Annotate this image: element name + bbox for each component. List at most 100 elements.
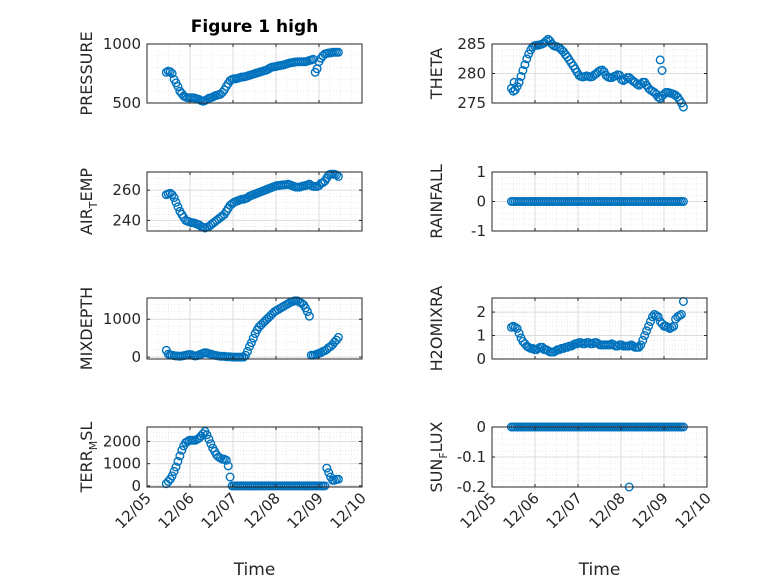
x-tick-label: 12/10 xyxy=(672,489,715,532)
y-tick-label: 0 xyxy=(476,350,486,368)
axes-box xyxy=(146,426,363,488)
axes-box xyxy=(146,297,363,360)
y-tick-label: 1000 xyxy=(103,35,141,53)
data-point xyxy=(514,77,524,87)
data-point xyxy=(225,472,235,482)
x-tick-label: 12/08 xyxy=(241,489,284,532)
y-tick-label: 240 xyxy=(112,211,141,229)
data-point xyxy=(242,346,252,356)
x-tick-label: 12/10 xyxy=(327,489,370,532)
axes-box xyxy=(491,297,708,360)
data-point xyxy=(675,311,685,321)
data-point xyxy=(324,468,334,478)
data-point xyxy=(663,322,673,332)
y-axis-label: THETA xyxy=(427,48,446,100)
data-point xyxy=(173,202,183,212)
data-point xyxy=(169,466,179,476)
y-tick-label: 0 xyxy=(131,477,141,495)
subplot-3: 240 260 AIRTEMP xyxy=(77,168,363,235)
y-tick-label: -0.2 xyxy=(457,478,486,496)
data-point xyxy=(514,328,524,338)
y-tick-label: 1000 xyxy=(103,310,141,328)
data-point xyxy=(331,170,341,180)
data-point xyxy=(520,60,530,70)
y-tick-label: 500 xyxy=(112,94,141,112)
data-point xyxy=(169,193,179,203)
data-point xyxy=(165,67,175,77)
data-point xyxy=(644,321,654,331)
y-tick-label: -1 xyxy=(471,222,486,240)
y-tick-label: -0.1 xyxy=(457,448,486,466)
data-point xyxy=(171,197,181,207)
x-tick-label: 12/09 xyxy=(629,489,672,532)
data-point xyxy=(678,297,688,307)
data-point xyxy=(638,335,648,345)
data-point xyxy=(173,456,183,466)
data-point xyxy=(204,434,214,444)
data-point xyxy=(655,55,665,65)
data-point xyxy=(333,47,343,57)
data-point xyxy=(509,77,519,87)
y-tick-label: 1000 xyxy=(103,455,141,473)
data-point xyxy=(516,71,526,81)
data-point xyxy=(555,345,565,355)
subplot-2: 275 280 285 THETA xyxy=(427,34,708,112)
x-tick-label: 12/07 xyxy=(543,489,586,532)
data-point xyxy=(653,312,663,322)
data-point xyxy=(678,196,688,206)
data-point xyxy=(551,346,561,356)
y-axis-label: SUNFLUX xyxy=(427,421,450,492)
x-tick-label: 12/06 xyxy=(155,489,198,532)
data-point xyxy=(640,331,650,341)
data-point xyxy=(206,439,216,449)
data-point xyxy=(518,65,528,75)
data-point xyxy=(322,463,332,473)
data-point xyxy=(657,65,667,75)
subplot-6: 0 1 2 H2OMIXRA xyxy=(427,286,708,372)
data-point xyxy=(647,312,657,322)
y-tick-label: 1 xyxy=(476,163,486,181)
data-point xyxy=(246,338,256,348)
data-point xyxy=(304,311,314,321)
data-point xyxy=(333,474,343,484)
data-point xyxy=(173,81,183,91)
data-point xyxy=(676,309,686,319)
data-point xyxy=(198,429,208,439)
x-tick-label: 12/07 xyxy=(198,489,241,532)
y-axis-label: MIXDEPTH xyxy=(77,287,96,370)
data-point xyxy=(512,324,522,334)
data-point xyxy=(171,462,181,472)
y-axis-label: H2OMIXRA xyxy=(427,286,446,372)
y-tick-label: 2000 xyxy=(103,432,141,450)
data-point xyxy=(642,326,652,336)
data-point xyxy=(333,332,343,342)
data-point xyxy=(177,445,187,455)
data-point xyxy=(248,333,258,343)
data-point xyxy=(522,54,532,64)
y-tick-label: 2 xyxy=(476,303,486,321)
data-point xyxy=(562,342,572,352)
data-point xyxy=(221,455,231,465)
x-axis-label: Time xyxy=(578,560,621,580)
axes-box xyxy=(146,171,363,232)
y-tick-label: 0 xyxy=(476,418,486,436)
x-tick-label: 12/05 xyxy=(112,489,155,532)
data-point xyxy=(646,317,656,327)
x-tick-label: 12/09 xyxy=(284,489,327,532)
y-tick-label: 285 xyxy=(457,35,486,53)
subplot-4: -1 0 1 RAINFALL xyxy=(427,163,708,240)
data-point xyxy=(302,307,312,317)
y-axis-label: AIRTEMP xyxy=(77,168,100,235)
y-axis-label: RAINFALL xyxy=(427,164,446,239)
data-point xyxy=(320,481,330,491)
figure-title: Figure 1 high xyxy=(191,17,319,37)
y-tick-label: 1 xyxy=(476,327,486,345)
data-point xyxy=(175,451,185,461)
data-point xyxy=(167,471,177,481)
y-tick-label: 275 xyxy=(457,94,486,112)
y-axis-label: PRESSURE xyxy=(77,31,96,115)
y-axis-label: TERRMSL xyxy=(77,422,100,494)
x-tick-label: 12/06 xyxy=(500,489,543,532)
data-point xyxy=(167,68,177,78)
